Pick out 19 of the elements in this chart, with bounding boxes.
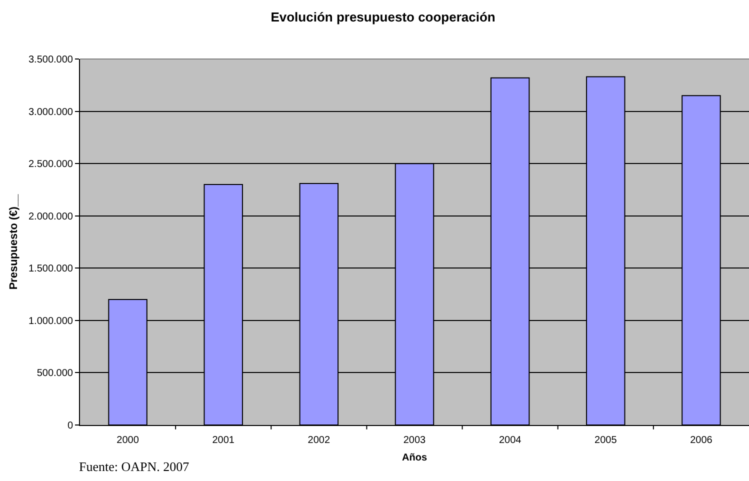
y-tick-label: 2.000.000 xyxy=(28,211,74,222)
x-tick-label: 2003 xyxy=(403,435,426,446)
y-tick-label: 1.500.000 xyxy=(28,264,74,275)
x-tick-label: 2004 xyxy=(498,435,522,446)
y-tick-label: 2.500.000 xyxy=(28,159,74,170)
x-axis-title: Años xyxy=(402,452,428,464)
x-tick-label: 2006 xyxy=(690,435,713,446)
y-tick-label: 3.500.000 xyxy=(28,54,74,66)
y-tick-label: 0 xyxy=(67,420,74,432)
y-tick-label: 500.000 xyxy=(36,368,74,380)
y-tick-label: 3.000.000 xyxy=(28,106,74,118)
x-tick-label: 2005 xyxy=(594,435,618,446)
x-tick-label: 2000 xyxy=(116,435,140,446)
source-note: Fuente: OAPN. 2007 xyxy=(79,459,190,474)
x-tick-label: 2002 xyxy=(308,435,330,446)
x-tick-label: 2001 xyxy=(212,435,235,446)
chart-title: Evolución presupuesto cooperación xyxy=(270,10,496,25)
y-axis-title: Presupuesto (€)__ xyxy=(8,193,20,290)
y-tick-label: 1.000.000 xyxy=(28,316,74,327)
